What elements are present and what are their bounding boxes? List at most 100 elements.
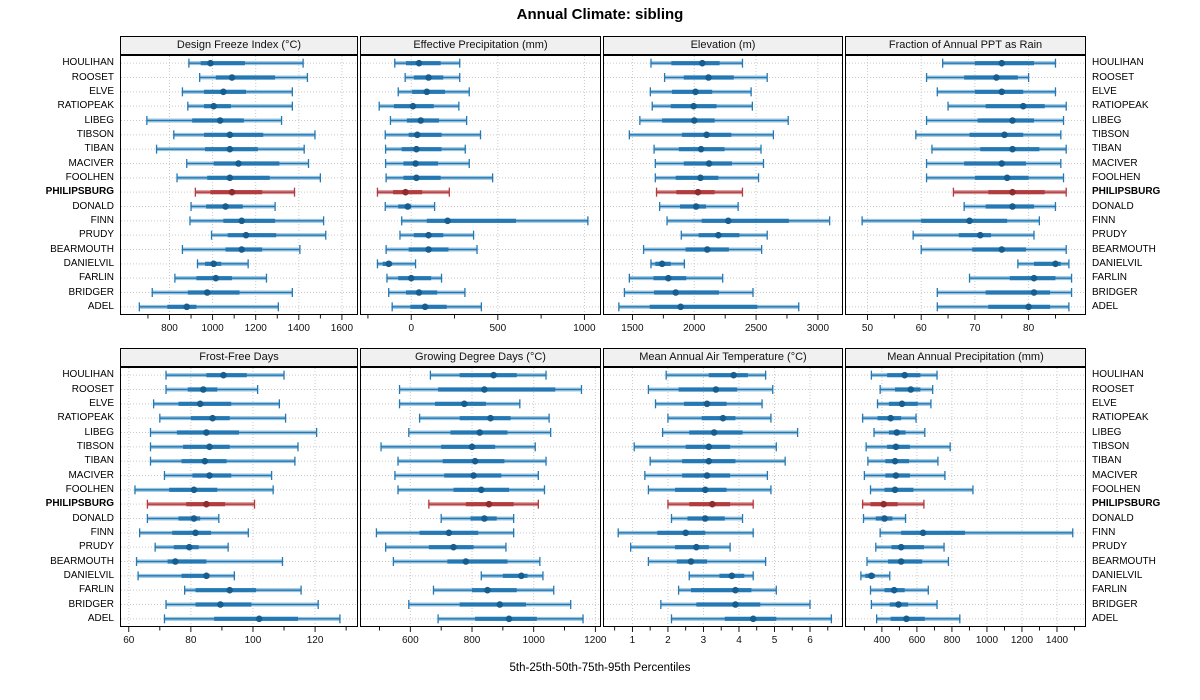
panel-svg — [121, 56, 357, 314]
panel-strip-label: Growing Degree Days (°C) — [360, 348, 601, 367]
panel-strip-label: Fraction of Annual PPT as Rain — [845, 36, 1086, 55]
axis-svg: 60 80 100 120 — [123, 627, 347, 646]
station-label-right: ROOSET — [1092, 71, 1135, 83]
axis-svg: 1 2 3 4 5 6 — [614, 627, 829, 646]
station-label-right: TIBAN — [1092, 143, 1122, 155]
station-label-left: DANIELVIL — [63, 257, 114, 269]
station-label-left: MACIVER — [68, 157, 114, 169]
station-label-right: TIBSON — [1092, 128, 1130, 140]
svg-text:60: 60 — [123, 635, 135, 646]
station-label-left: DONALD — [72, 200, 114, 212]
station-label-left: DONALD — [72, 512, 114, 524]
svg-text:80: 80 — [185, 635, 197, 646]
station-label-right: PHILIPSBURG — [1092, 498, 1161, 510]
station-label-right: FINN — [1092, 526, 1116, 538]
station-label-left: LIBEG — [84, 426, 114, 438]
panel-axis: 50 60 70 80 — [845, 315, 1086, 335]
svg-text:1000: 1000 — [523, 635, 546, 646]
axis-svg: 800 1000 1200 1400 1600 — [147, 315, 354, 334]
svg-text:1000: 1000 — [201, 323, 224, 334]
svg-text:5: 5 — [772, 635, 778, 646]
panel-svg — [846, 368, 1085, 626]
station-label-right: DONALD — [1092, 200, 1134, 212]
svg-text:2000: 2000 — [683, 323, 706, 334]
station-label-left: ADEL — [87, 612, 114, 624]
svg-text:2500: 2500 — [745, 323, 768, 334]
station-label-left: PHILIPSBURG — [45, 498, 114, 510]
station-label-left: FINN — [90, 214, 114, 226]
panel-plot-area — [120, 367, 358, 627]
station-label-right: ADEL — [1092, 300, 1119, 312]
panel-strip-label: Design Freeze Index (°C) — [120, 36, 358, 55]
svg-text:80: 80 — [1023, 323, 1035, 334]
station-label-left: ROOSET — [71, 71, 114, 83]
panel-plot-area — [120, 55, 358, 315]
station-label-right: BEARMOUTH — [1092, 555, 1156, 567]
station-label-right: LIBEG — [1092, 114, 1122, 126]
svg-text:1: 1 — [630, 635, 636, 646]
station-label-left: ROOSET — [71, 383, 114, 395]
station-label-left: TIBSON — [76, 128, 114, 140]
station-label-right: TIBAN — [1092, 455, 1122, 467]
svg-text:1600: 1600 — [331, 323, 354, 334]
svg-text:60: 60 — [916, 323, 928, 334]
station-label-left: ELVE — [89, 397, 114, 409]
svg-text:400: 400 — [874, 635, 891, 646]
station-label-left: ADEL — [87, 300, 114, 312]
axis-svg: 1500 2000 2500 3000 — [621, 315, 829, 334]
station-label-right: HOULIHAN — [1092, 369, 1144, 381]
svg-text:500: 500 — [489, 323, 506, 334]
station-label-right: FOOLHEN — [1092, 171, 1141, 183]
panel-svg — [361, 368, 600, 626]
station-label-left: RATIOPEAK — [57, 100, 115, 112]
axis-svg: 600 800 1000 1200 — [379, 627, 607, 646]
station-label-right: MACIVER — [1092, 469, 1138, 481]
svg-text:70: 70 — [969, 323, 981, 334]
station-label-right: DONALD — [1092, 512, 1134, 524]
panel-svg — [846, 56, 1085, 314]
panel-axis: 600 800 1000 1200 — [360, 627, 607, 647]
svg-text:800: 800 — [464, 635, 481, 646]
svg-text:1000: 1000 — [976, 635, 999, 646]
station-label-left: FARLIN — [78, 584, 114, 596]
station-label-right: LIBEG — [1092, 426, 1122, 438]
panel-strip-label: Mean Annual Precipitation (mm) — [845, 348, 1086, 367]
station-label-right: BRIDGER — [1092, 598, 1138, 610]
station-label-right: FINN — [1092, 214, 1116, 226]
svg-text:600: 600 — [402, 635, 419, 646]
panel-axis: 1500 2000 2500 3000 — [603, 315, 843, 335]
station-label-left: FARLIN — [78, 272, 114, 284]
station-label-left: TIBSON — [76, 440, 114, 452]
svg-text:1500: 1500 — [621, 323, 644, 334]
station-label-left: PRUDY — [78, 541, 114, 553]
station-label-left: PRUDY — [78, 229, 114, 241]
station-label-left: HOULIHAN — [62, 369, 114, 381]
panel-plot-area — [603, 55, 843, 315]
station-label-right: ROOSET — [1092, 383, 1135, 395]
svg-text:1400: 1400 — [1046, 635, 1069, 646]
panel-strip-label: Effective Precipitation (mm) — [360, 36, 601, 55]
panel-axis: 60 80 100 120 — [120, 627, 358, 647]
station-label-left: FOOLHEN — [65, 171, 114, 183]
chart-title: Annual Climate: sibling — [516, 6, 684, 23]
station-label-right: ADEL — [1092, 612, 1119, 624]
panel-strip-label: Frost-Free Days — [120, 348, 358, 367]
station-label-right: FARLIN — [1092, 584, 1128, 596]
station-label-right: MACIVER — [1092, 157, 1138, 169]
station-label-right: PHILIPSBURG — [1092, 186, 1161, 198]
station-label-right: RATIOPEAK — [1092, 412, 1149, 424]
svg-text:800: 800 — [944, 635, 961, 646]
panel-svg — [604, 56, 842, 314]
station-label-left: LIBEG — [84, 114, 114, 126]
station-label-right: DANIELVIL — [1092, 257, 1143, 269]
panel-svg — [361, 56, 600, 314]
station-label-left: ELVE — [89, 85, 114, 97]
station-label-left: BRIDGER — [68, 286, 114, 298]
station-label-right: BRIDGER — [1092, 286, 1138, 298]
panel-strip-label: Elevation (m) — [603, 36, 843, 55]
svg-text:120: 120 — [307, 635, 324, 646]
station-label-left: PHILIPSBURG — [45, 186, 114, 198]
station-label-right: ELVE — [1092, 85, 1117, 97]
svg-text:3: 3 — [701, 635, 707, 646]
